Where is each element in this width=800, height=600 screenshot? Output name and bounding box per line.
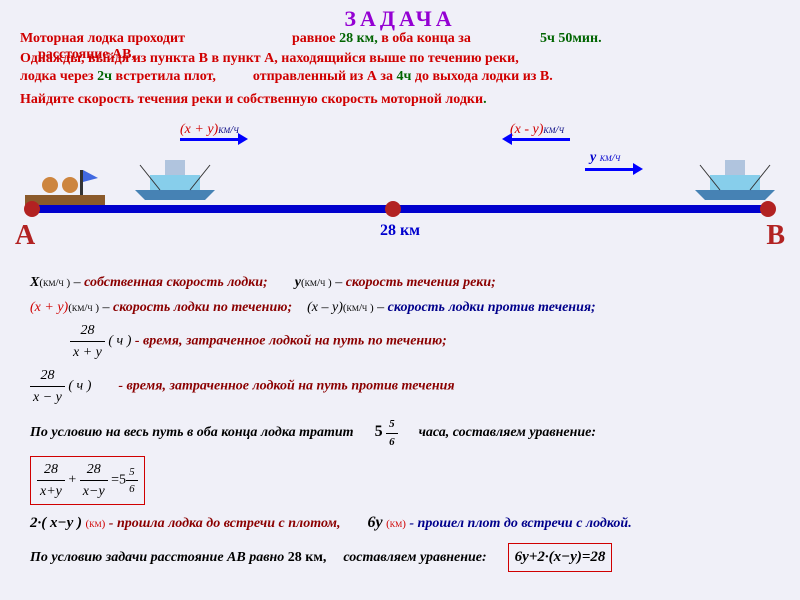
- p-l2b: лодка через: [20, 69, 94, 84]
- diagram: (x + y)км/ч (x - y)км/ч y км/ч A В 28 км: [30, 150, 770, 260]
- arrow-y: [585, 168, 635, 171]
- ffn: 5: [386, 416, 398, 434]
- cond2: По условию задачи расстояние АВ равно: [30, 550, 284, 565]
- e1c: 28: [80, 459, 108, 481]
- m1: 2·( x−y ): [30, 515, 82, 531]
- p-l1c: равное: [292, 31, 336, 46]
- p-l2e: до выхода лодки из В.: [415, 69, 553, 84]
- t2n: 28: [30, 365, 65, 387]
- vel-down-u: км/ч: [218, 124, 239, 136]
- dot-a: [24, 201, 40, 217]
- cond1b: часа, составляем уравнение:: [419, 425, 596, 440]
- p-l1a: Моторная лодка проходит: [20, 31, 185, 46]
- x-d: собственная скорость лодки;: [84, 275, 268, 290]
- t1u: ( ч ): [108, 334, 131, 349]
- p-l1d: в оба конца за: [381, 31, 471, 46]
- t1d: x + y: [70, 342, 105, 363]
- t1desc: - время, затраченное лодкой на путь по т…: [135, 334, 447, 349]
- eq1-box: 28x+y + 28x−y =556: [30, 456, 145, 505]
- p-t2: 4ч: [396, 69, 411, 84]
- e1g: 6: [126, 481, 138, 498]
- y-u: (км/ч ): [301, 277, 332, 289]
- y-lab: y: [590, 150, 596, 165]
- p-dot: .: [483, 92, 487, 107]
- cond2b: составляем уравнение:: [343, 550, 486, 565]
- xpy-d: скорость лодки по течению;: [113, 300, 292, 315]
- e1f: 5: [126, 464, 138, 482]
- y-unit: км/ч: [600, 152, 621, 164]
- p-time: 5ч 50мин.: [540, 31, 602, 46]
- x-var: Х: [30, 275, 39, 290]
- dot-b: [760, 201, 776, 217]
- p-l2d: отправленный из А за: [253, 69, 393, 84]
- m1u: (км): [86, 518, 106, 530]
- t2u: ( ч ): [68, 379, 91, 394]
- xmy-u: (км/ч ): [343, 302, 374, 314]
- m2u: (км): [386, 518, 406, 530]
- xmy: (x – y): [307, 300, 343, 315]
- e1b: x+y: [37, 481, 65, 502]
- cond2d: 28 км,: [288, 550, 327, 565]
- arrow-up: [510, 138, 570, 141]
- m1d: - прошла лодка до встречи с плотом,: [109, 516, 341, 531]
- p-l2c: встретила плот,: [116, 69, 216, 84]
- p-l3: Найдите скорость течения реки и собствен…: [20, 92, 483, 107]
- y-d: скорость течения реки;: [346, 275, 496, 290]
- p-dist: 28 км,: [339, 31, 378, 46]
- eq2-box: 6y+2·(x−y)=28: [508, 543, 613, 572]
- vel-down: (x + y): [180, 122, 218, 137]
- m2d: - прошел плот до встречи с лодкой.: [409, 516, 631, 531]
- boat-down-icon: [130, 150, 220, 200]
- xpy: (x + y): [30, 300, 68, 315]
- t2desc: - время, затраченное лодкой на путь прот…: [118, 379, 454, 394]
- ffd: 6: [386, 434, 398, 451]
- e1e: =5: [111, 473, 126, 488]
- cond1: По условию на весь путь в оба конца лодк…: [30, 425, 354, 440]
- x-u: (км/ч ): [39, 277, 70, 289]
- m2: 6y: [368, 514, 383, 531]
- boat-up-icon: [690, 150, 780, 200]
- page-title: ЗАДАЧА: [0, 0, 800, 32]
- e1a: 28: [37, 459, 65, 481]
- xpy-u: (км/ч ): [68, 302, 99, 314]
- xmy-d: скорость лодки против течения;: [388, 300, 596, 315]
- t2d: x − y: [30, 387, 65, 408]
- problem-text: Моторная лодка проходит равное 28 км, в …: [20, 30, 780, 109]
- arrow-down: [180, 138, 240, 141]
- definitions: Х(км/ч ) – собственная скорость лодки; y…: [30, 272, 780, 572]
- t1n: 28: [70, 320, 105, 342]
- dist-label: 28 км: [380, 222, 420, 240]
- vel-up: (x - y): [510, 122, 543, 137]
- vel-up-u: км/ч: [543, 124, 564, 136]
- dot-mid: [385, 201, 401, 217]
- e1d: x−y: [80, 481, 108, 502]
- point-a: A: [15, 220, 35, 252]
- p-t1: 2ч: [97, 69, 112, 84]
- point-b: В: [766, 220, 785, 252]
- five: 5: [375, 423, 383, 440]
- p-l1b: расстояние АВ,: [38, 47, 135, 62]
